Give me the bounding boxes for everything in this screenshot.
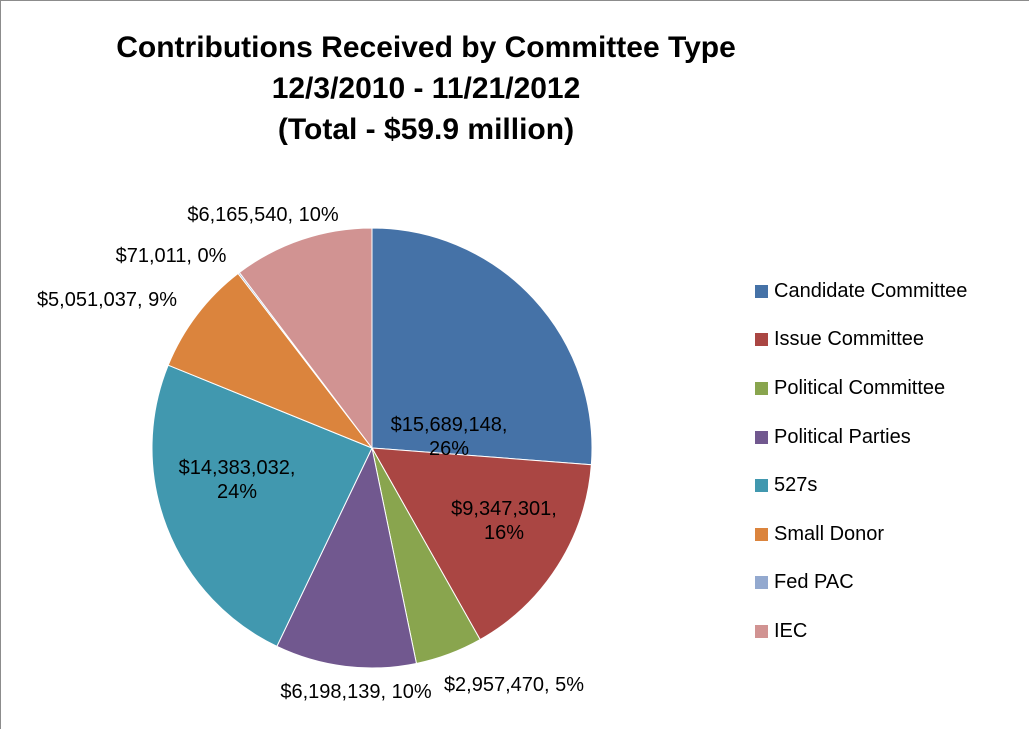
data-label-small-donor: $5,051,037, 9% — [37, 289, 177, 311]
legend-swatch — [755, 527, 768, 541]
legend-swatch — [755, 381, 768, 395]
legend-item-candidate-committee: Candidate Committee — [755, 267, 967, 316]
data-label-candidate-committee: $15,689,148, 26% — [391, 414, 508, 460]
data-label-political-committee: $2,957,470, 5% — [444, 674, 584, 696]
chart-title-line-2: 12/3/2010 - 11/21/2012 — [271, 72, 581, 105]
legend-swatch — [755, 576, 768, 590]
data-label-issue-committee: $9,347,301, 16% — [451, 498, 557, 544]
pie-slice-issue-committee — [371, 447, 592, 641]
legend-label: Issue Committee — [774, 328, 925, 351]
legend-item-iec: IEC — [755, 607, 967, 656]
legend-swatch — [755, 333, 768, 347]
data-label-527s: $14,383,032, 24% — [179, 457, 296, 503]
legend-label: Small Donor — [774, 522, 885, 545]
legend-item-political-parties: Political Parties — [755, 413, 967, 462]
legend-label: 527s — [774, 474, 818, 497]
pie-slice-small-donor — [167, 272, 374, 450]
legend-item-issue-committee: Issue Committee — [755, 316, 967, 365]
chart-title-line-1: Contributions Received by Committee Type — [116, 31, 736, 64]
pie-slice-527s — [151, 364, 373, 648]
chart-title: Contributions Received by Committee Type… — [1, 27, 851, 150]
legend-item-political-committee: Political Committee — [755, 364, 967, 413]
legend-label: Fed PAC — [774, 571, 854, 594]
legend-label: Political Committee — [774, 376, 946, 399]
legend-swatch — [755, 284, 768, 298]
pie-slice-iec — [238, 227, 373, 450]
legend-item-527s: 527s — [755, 461, 967, 510]
data-label-political-parties: $6,198,139, 10% — [280, 681, 431, 703]
data-label-iec: $6,165,540, 10% — [187, 204, 338, 226]
pie-slice-candidate-committee — [371, 227, 593, 466]
pie-slice-political-parties — [276, 446, 418, 669]
legend-item-small-donor: Small Donor — [755, 510, 967, 559]
legend: Candidate Committee Issue Committee Politi… — [755, 267, 967, 656]
legend-label: Candidate Committee — [774, 279, 968, 302]
pie-slices — [151, 227, 593, 669]
legend-swatch — [755, 430, 768, 444]
legend-swatch — [755, 479, 768, 493]
chart-title-line-3: (Total - $59.9 million) — [277, 113, 575, 146]
legend-item-fed-pac: Fed PAC — [755, 559, 967, 608]
legend-label: IEC — [774, 619, 808, 642]
legend-label: Political Parties — [774, 425, 911, 448]
pie-data-labels: $15,689,148, 26% $9,347,301, 16% $2,957,470,… — [37, 204, 584, 703]
legend-swatch — [755, 624, 768, 638]
data-label-fed-pac: $71,011, 0% — [116, 245, 227, 267]
